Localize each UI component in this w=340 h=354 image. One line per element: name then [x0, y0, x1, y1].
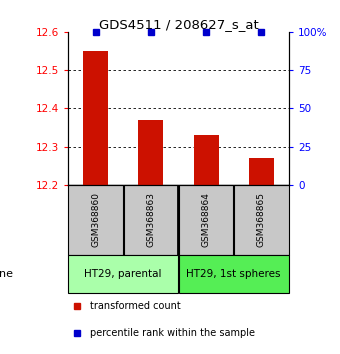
Title: GDS4511 / 208627_s_at: GDS4511 / 208627_s_at — [99, 18, 258, 31]
Bar — [194, 135, 219, 185]
Text: GSM368863: GSM368863 — [147, 192, 155, 247]
Text: GSM368864: GSM368864 — [202, 192, 210, 247]
Text: percentile rank within the sample: percentile rank within the sample — [90, 328, 255, 338]
Text: GSM368860: GSM368860 — [91, 192, 100, 247]
Text: HT29, parental: HT29, parental — [85, 269, 162, 279]
Text: transformed count: transformed count — [90, 301, 181, 311]
Bar — [68, 255, 178, 293]
Bar — [138, 120, 163, 185]
Bar — [83, 51, 108, 185]
Bar — [179, 185, 234, 255]
Bar — [68, 185, 123, 255]
Bar — [179, 255, 289, 293]
Text: HT29, 1st spheres: HT29, 1st spheres — [187, 269, 281, 279]
Text: GSM368865: GSM368865 — [257, 192, 266, 247]
Bar — [123, 185, 178, 255]
Bar — [234, 185, 289, 255]
Bar — [249, 158, 274, 185]
Text: cell line: cell line — [0, 269, 13, 279]
